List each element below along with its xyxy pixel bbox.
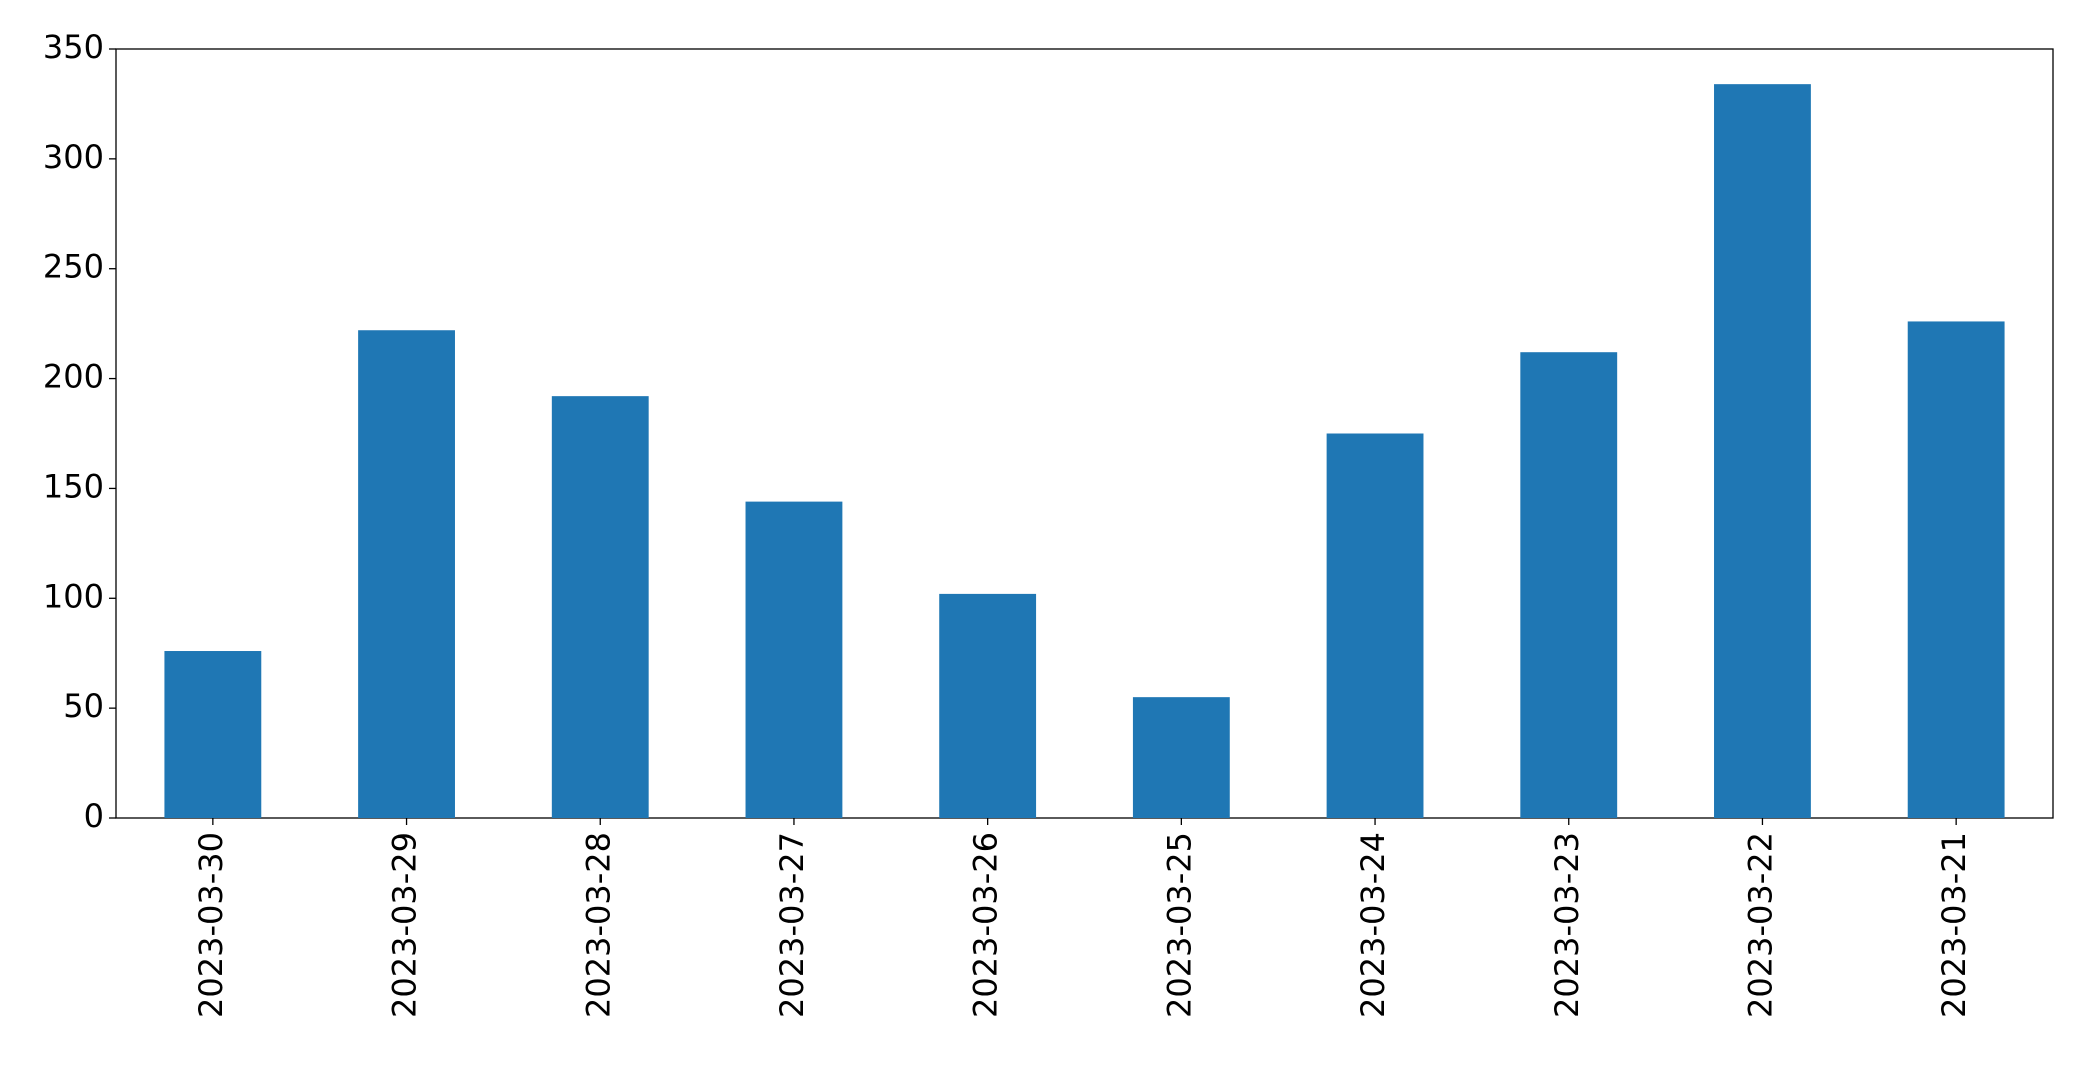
bar: [1907, 321, 2005, 818]
bar: [164, 651, 262, 818]
y-tick-label: 350: [43, 28, 104, 66]
x-tick-label: 2023-03-25: [1160, 832, 1198, 1018]
y-tick-label: 200: [43, 358, 104, 396]
x-tick-label: 2023-03-21: [1935, 832, 1973, 1018]
bar: [1326, 433, 1424, 818]
x-tick-label: 2023-03-29: [386, 832, 424, 1018]
y-tick-label: 150: [43, 467, 104, 505]
y-tick-label: 300: [43, 138, 104, 176]
plot-frame: [115, 48, 2054, 819]
x-tick-label: 2023-03-30: [192, 832, 230, 1018]
bar: [551, 396, 649, 818]
bar: [1520, 352, 1618, 818]
x-tick-label: 2023-03-23: [1548, 832, 1586, 1018]
x-tick-label: 2023-03-24: [1354, 832, 1392, 1018]
bar: [1132, 697, 1230, 818]
bar: [358, 330, 455, 818]
x-tick-label: 2023-03-28: [579, 832, 617, 1018]
x-tick-label: 2023-03-27: [773, 832, 811, 1018]
x-tick-label: 2023-03-22: [1741, 832, 1779, 1018]
bar: [1714, 84, 1811, 818]
bar: [939, 593, 1037, 818]
y-tick-label: 0: [84, 797, 104, 835]
y-tick-label: 50: [63, 687, 104, 725]
y-tick-label: 250: [43, 248, 104, 286]
y-tick-label: 100: [43, 577, 104, 615]
bar: [745, 501, 843, 818]
x-tick-label: 2023-03-26: [967, 832, 1005, 1018]
